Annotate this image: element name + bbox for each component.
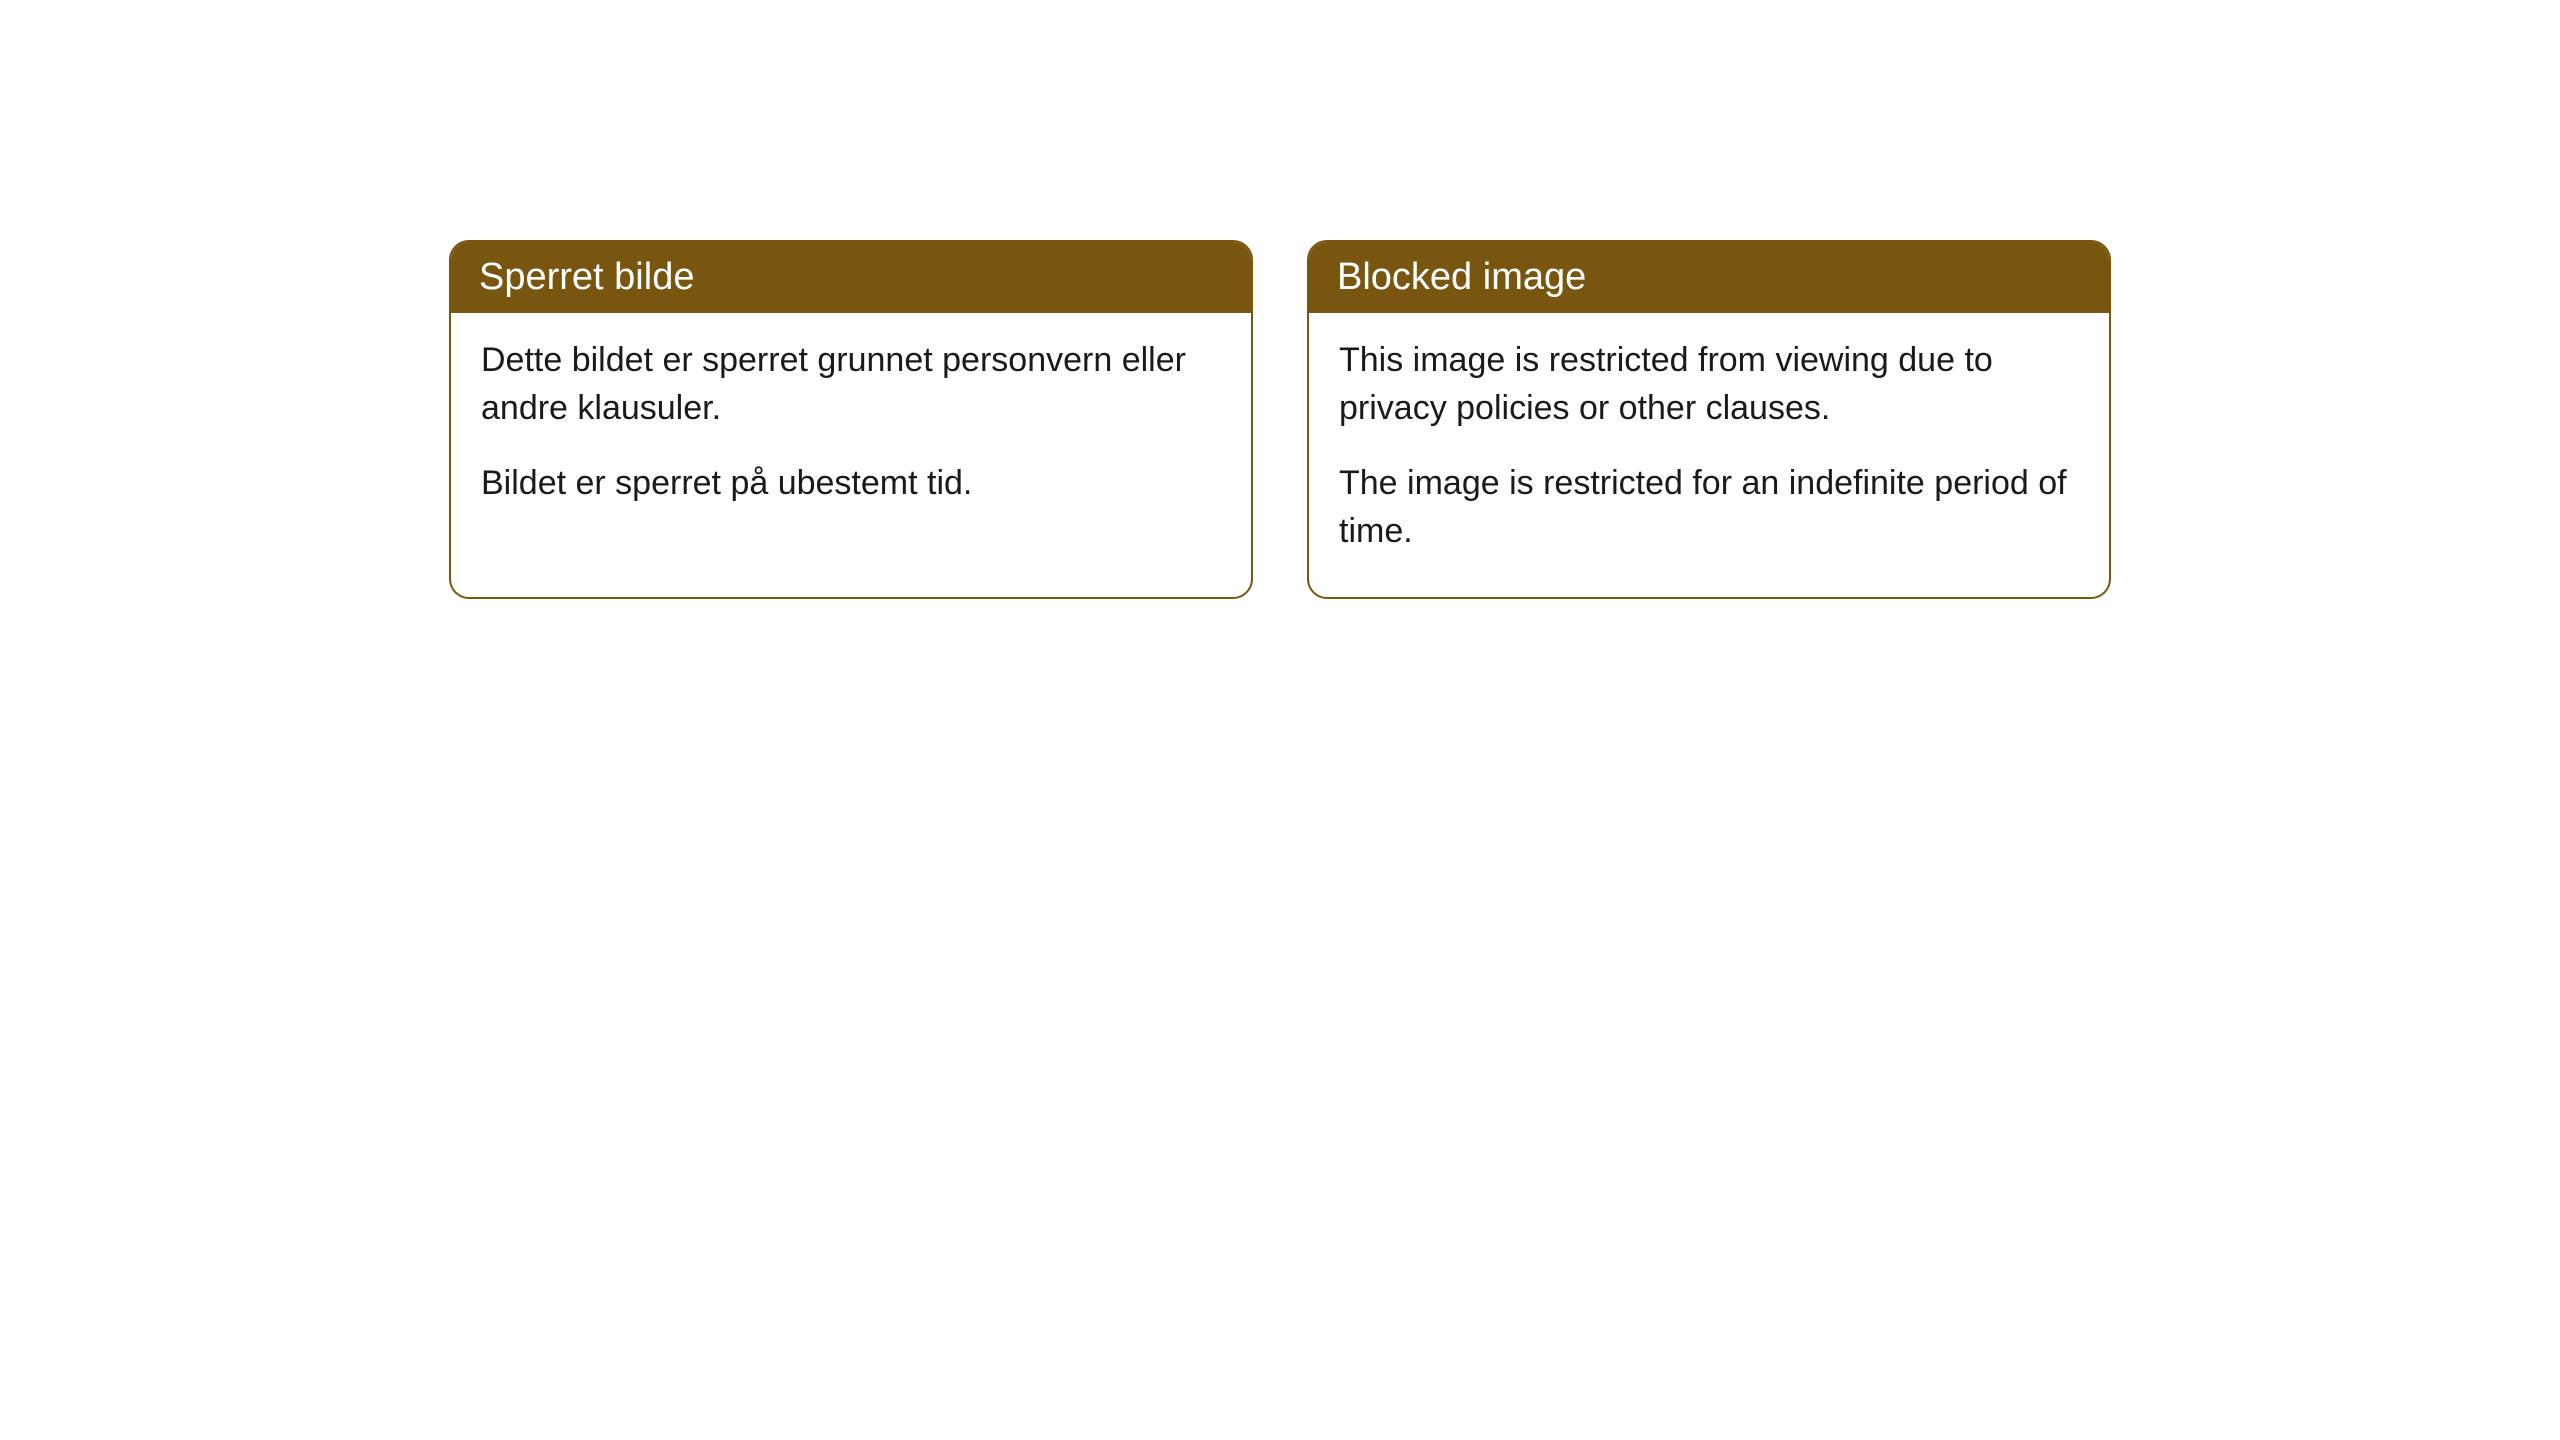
notice-cards-container: Sperret bilde Dette bildet er sperret gr… xyxy=(0,240,2560,599)
card-paragraph: Bildet er sperret på ubestemt tid. xyxy=(481,460,1221,508)
blocked-image-card-english: Blocked image This image is restricted f… xyxy=(1307,240,2111,599)
card-paragraph: The image is restricted for an indefinit… xyxy=(1339,460,2079,555)
card-body-english: This image is restricted from viewing du… xyxy=(1309,313,2109,597)
blocked-image-card-norwegian: Sperret bilde Dette bildet er sperret gr… xyxy=(449,240,1253,599)
card-paragraph: Dette bildet er sperret grunnet personve… xyxy=(481,337,1221,432)
card-title: Sperret bilde xyxy=(479,256,694,298)
card-header-norwegian: Sperret bilde xyxy=(451,242,1251,313)
card-paragraph: This image is restricted from viewing du… xyxy=(1339,337,2079,432)
card-header-english: Blocked image xyxy=(1309,242,2109,313)
card-title: Blocked image xyxy=(1337,256,1586,298)
card-body-norwegian: Dette bildet er sperret grunnet personve… xyxy=(451,313,1251,550)
